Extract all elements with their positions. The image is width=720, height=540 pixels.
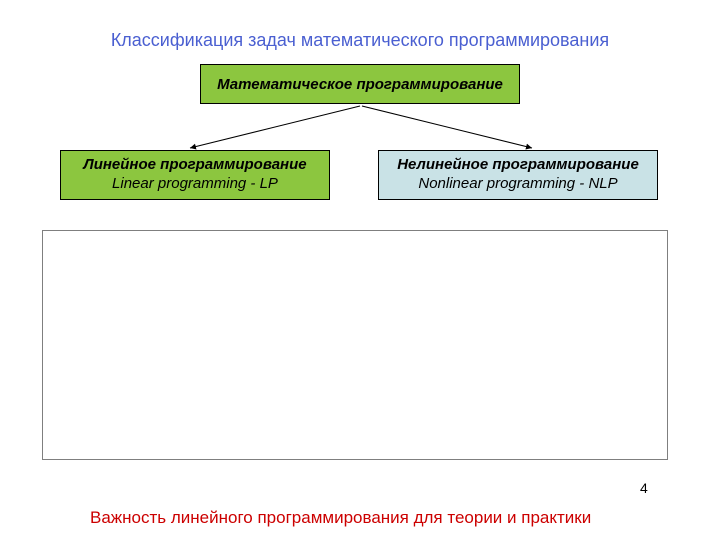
footer-text: Важность линейного программирования для … xyxy=(90,508,591,528)
node-lp-line2: Linear programming - LP xyxy=(112,175,278,194)
edge-left-line xyxy=(190,106,360,148)
slide-title: Классификация задач математического прог… xyxy=(80,30,640,51)
node-root-label: Математическое программирование xyxy=(217,76,503,93)
page-number: 4 xyxy=(640,480,648,496)
node-lp-line1: Линейное программирование xyxy=(83,156,306,175)
node-nlp: Нелинейное программирование Nonlinear pr… xyxy=(378,150,658,200)
node-nlp-line1: Нелинейное программирование xyxy=(397,156,639,175)
slide-stage: Классификация задач математического прог… xyxy=(0,0,720,540)
content-placeholder-box xyxy=(42,230,668,460)
edge-left xyxy=(180,104,370,152)
node-root: Математическое программирование xyxy=(200,64,520,104)
node-nlp-line2: Nonlinear programming - NLP xyxy=(418,175,617,194)
edge-right-line xyxy=(362,106,532,148)
node-lp: Линейное программирование Linear program… xyxy=(60,150,330,200)
edge-right xyxy=(360,104,550,152)
